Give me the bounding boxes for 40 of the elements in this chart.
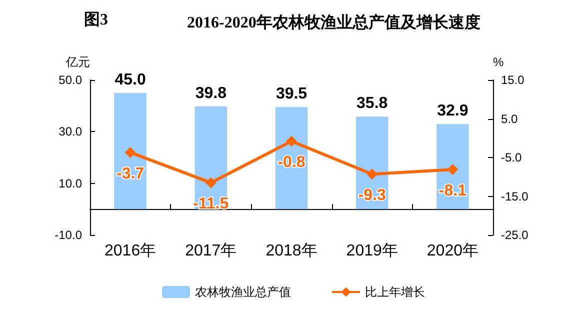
point bbox=[124, 146, 136, 158]
y-tick-label: 10.0 bbox=[58, 176, 82, 190]
bar bbox=[356, 116, 388, 210]
caption: 图3 bbox=[84, 12, 108, 28]
y-axis-title: 亿元 bbox=[65, 55, 90, 69]
data-label: 39.8 bbox=[195, 84, 227, 102]
y-tick-label: 30.0 bbox=[58, 124, 82, 139]
data-label: 35.8 bbox=[356, 95, 388, 112]
point bbox=[366, 168, 378, 180]
data-label: -11.5 bbox=[193, 196, 229, 213]
y2-tick-label: -15.0 bbox=[501, 189, 529, 204]
y2-tick-label: -5.0 bbox=[501, 150, 522, 164]
y2-axis-title: % bbox=[493, 55, 504, 69]
y2-tick-label: 15.0 bbox=[501, 73, 525, 87]
legend-label: 农林牧渔业总产值 bbox=[195, 285, 291, 299]
y-tick-label: -10.0 bbox=[54, 228, 82, 242]
chart-title: 2016-2020年农林牧渔业总产值及增长速度 bbox=[187, 12, 480, 32]
x-tick-label: 2020年 bbox=[426, 242, 478, 260]
x-tick-label: 2016年 bbox=[104, 242, 156, 260]
data-label: -9.3 bbox=[358, 187, 386, 204]
x-tick-label: 2017年 bbox=[185, 242, 237, 260]
data-label: -8.1 bbox=[438, 182, 467, 200]
data-label: -0.8 bbox=[278, 154, 306, 172]
bar bbox=[194, 106, 228, 210]
y2-tick-label: 5.0 bbox=[501, 112, 518, 126]
point bbox=[205, 177, 216, 188]
data-label: 32.9 bbox=[437, 102, 468, 120]
y-tick-label: 50.0 bbox=[58, 73, 82, 87]
bar bbox=[436, 124, 469, 210]
data-label: 45.0 bbox=[114, 71, 146, 88]
y2-tick-label: -25.0 bbox=[501, 228, 529, 242]
bar bbox=[275, 107, 308, 210]
data-label: 39.5 bbox=[276, 86, 308, 103]
x-tick-label: 2018年 bbox=[266, 242, 318, 260]
legend-label: 比上年增长 bbox=[365, 285, 425, 299]
data-label: -3.7 bbox=[116, 165, 144, 182]
x-tick-label: 2019年 bbox=[346, 242, 398, 260]
bar bbox=[114, 92, 146, 210]
point bbox=[447, 164, 458, 176]
point bbox=[286, 136, 297, 147]
